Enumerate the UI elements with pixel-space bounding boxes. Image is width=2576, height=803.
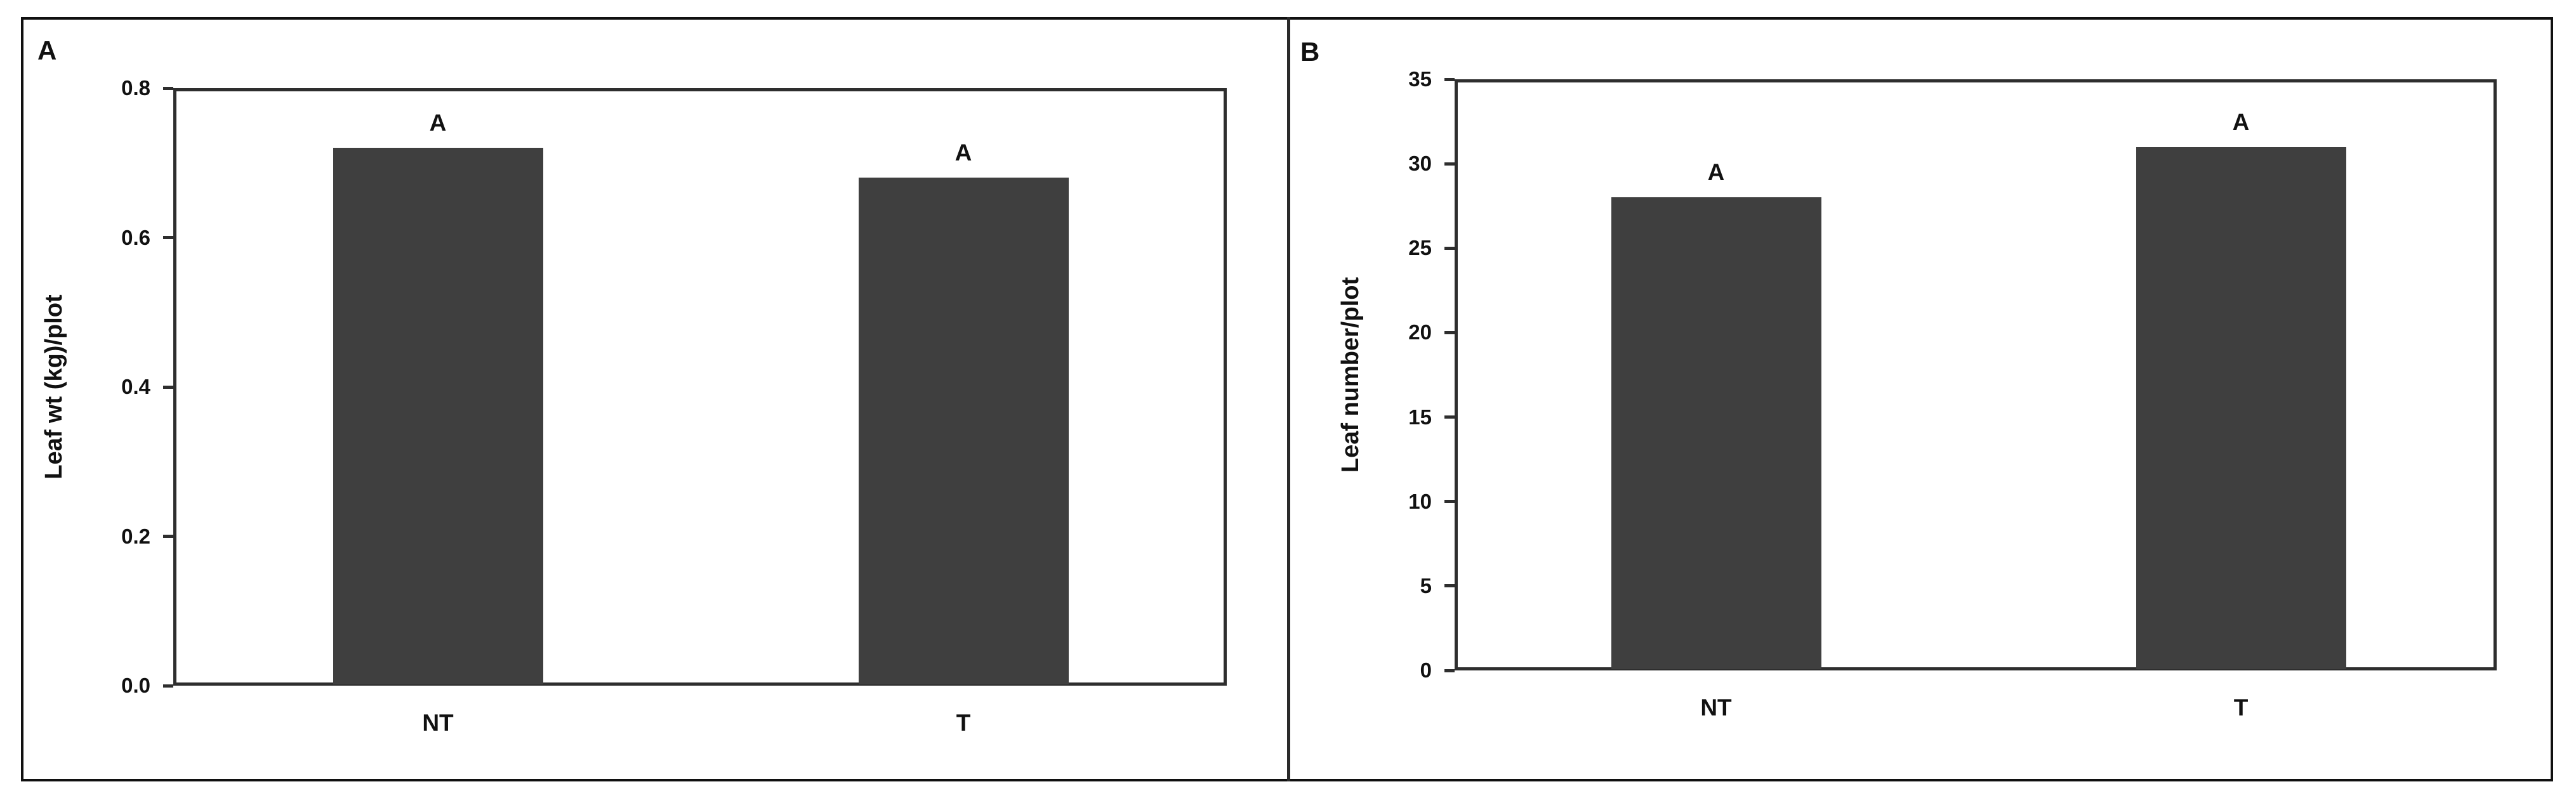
y-tick-label: 20 [1408, 320, 1432, 344]
y-tick-label: 0.6 [121, 225, 150, 249]
bar-T-panel-A [858, 178, 1069, 684]
y-tick-label: 30 [1408, 152, 1432, 176]
panel-letter-B: B [1300, 37, 1320, 67]
plot-area-A [173, 88, 1227, 686]
y-tick-label: 5 [1420, 573, 1432, 597]
bar-significance-letter: A [954, 140, 972, 166]
y-tick-label: 15 [1408, 405, 1432, 429]
y-tick-mark [1444, 415, 1455, 419]
y-tick-mark [163, 236, 173, 239]
x-category-label: T [956, 710, 971, 736]
y-tick-label: 0.2 [121, 524, 150, 548]
y-tick-mark [1444, 500, 1455, 504]
y-tick-mark [1444, 584, 1455, 588]
panel-divider-line [1287, 17, 1290, 781]
bar-T-panel-B [2136, 147, 2346, 669]
y-tick-mark [1444, 330, 1455, 334]
y-tick-label: 10 [1408, 489, 1432, 513]
y-tick-label: 35 [1408, 67, 1432, 91]
y-tick-label: 25 [1408, 236, 1432, 260]
x-category-label: NT [1700, 695, 1732, 721]
y-tick-mark [163, 86, 173, 90]
x-category-label: T [2233, 695, 2249, 721]
x-category-label: NT [422, 710, 454, 736]
y-tick-mark [163, 684, 173, 688]
y-tick-label: 0.4 [121, 375, 150, 398]
bar-NT-panel-B [1611, 197, 1821, 669]
y-axis-title-B: Leaf number/plot [1337, 277, 1364, 473]
bar-NT-panel-A [333, 148, 543, 684]
y-tick-mark [1444, 246, 1455, 250]
y-tick-mark [163, 385, 173, 389]
bar-significance-letter: A [1707, 159, 1725, 186]
panel-letter-A: A [37, 36, 57, 65]
y-tick-label: 0.8 [121, 76, 150, 100]
y-tick-label: 0.0 [121, 674, 150, 697]
y-tick-mark [1444, 162, 1455, 166]
y-tick-mark [1444, 77, 1455, 81]
y-tick-mark [163, 535, 173, 538]
y-tick-label: 0 [1420, 658, 1432, 682]
bar-significance-letter: A [429, 110, 447, 136]
bar-significance-letter: A [2232, 108, 2250, 135]
y-tick-mark [1444, 669, 1455, 672]
